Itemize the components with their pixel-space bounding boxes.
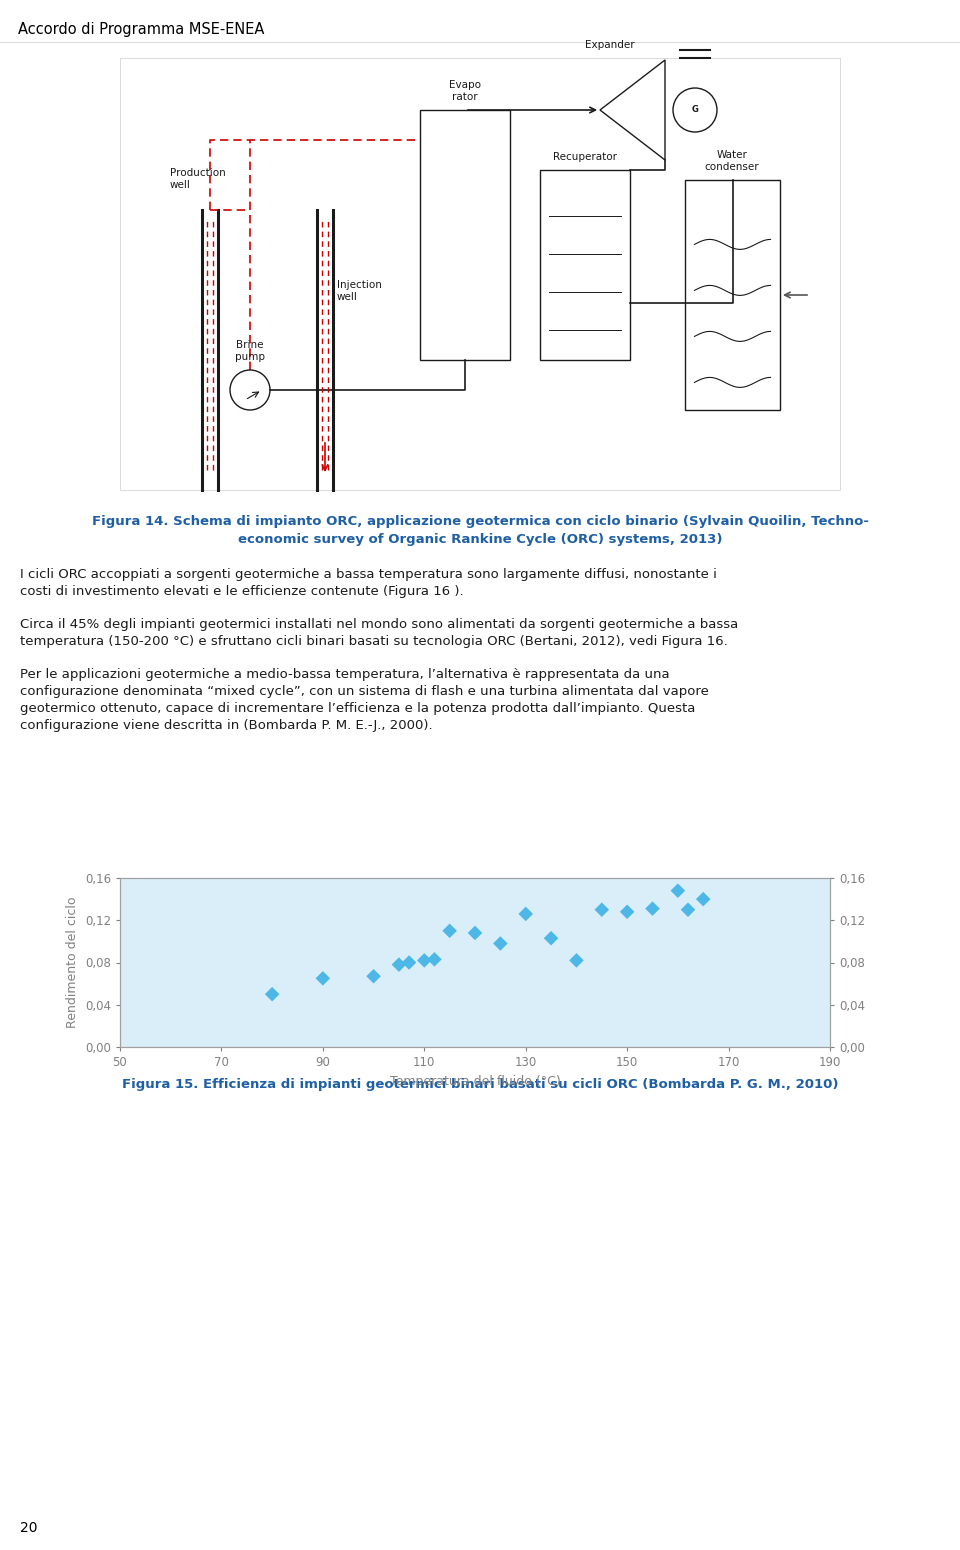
Text: Water
condenser: Water condenser — [705, 150, 759, 172]
Text: Injection
well: Injection well — [337, 281, 382, 302]
Point — [401, 950, 417, 975]
Bar — [685, 180, 780, 411]
Point — [366, 964, 381, 989]
Point — [645, 896, 660, 921]
Bar — [120, 57, 840, 490]
Point — [681, 897, 696, 922]
Point — [468, 921, 483, 946]
Point — [264, 981, 279, 1006]
Point — [543, 925, 559, 950]
Text: Figura 14. Schema di impianto ORC, applicazione geotermica con ciclo binario (Sy: Figura 14. Schema di impianto ORC, appli… — [91, 515, 869, 529]
Y-axis label: Rendimento del ciclo: Rendimento del ciclo — [66, 897, 80, 1028]
Point — [594, 897, 610, 922]
Text: Production
well: Production well — [170, 169, 226, 191]
Point — [670, 879, 685, 904]
Text: Circa il 45% degli impianti geotermici installati nel mondo sono alimentati da s: Circa il 45% degli impianti geotermici i… — [20, 618, 738, 631]
Point — [518, 902, 534, 927]
Text: I cicli ORC accoppiati a sorgenti geotermiche a bassa temperatura sono largament: I cicli ORC accoppiati a sorgenti geoter… — [20, 567, 717, 581]
Text: geotermico ottenuto, capace di incrementare l’efficienza e la potenza prodotta d: geotermico ottenuto, capace di increment… — [20, 702, 695, 715]
Text: economic survey of Organic Rankine Cycle (ORC) systems, 2013): economic survey of Organic Rankine Cycle… — [238, 533, 722, 546]
Point — [442, 919, 457, 944]
Point — [619, 899, 635, 924]
X-axis label: Temperatura del fluido (°C): Temperatura del fluido (°C) — [390, 1074, 561, 1088]
Text: 20: 20 — [20, 1521, 37, 1534]
Text: configurazione viene descritta in (Bombarda P. M. E.-J., 2000).: configurazione viene descritta in (Bomba… — [20, 719, 433, 732]
Point — [417, 949, 432, 973]
Bar — [420, 110, 510, 360]
Text: Recuperator: Recuperator — [553, 152, 617, 163]
Text: Brine
pump: Brine pump — [235, 341, 265, 363]
Bar — [540, 170, 630, 360]
Text: Figura 15. Efficienza di impianti geotermici binari basati su cicli ORC (Bombard: Figura 15. Efficienza di impianti geoter… — [122, 1077, 838, 1091]
Point — [492, 932, 508, 956]
Text: costi di investimento elevati e le efficienze contenute (Figura 16 ).: costi di investimento elevati e le effic… — [20, 584, 464, 598]
Point — [392, 952, 407, 976]
Text: G: G — [691, 105, 699, 115]
Text: Accordo di Programma MSE-ENEA: Accordo di Programma MSE-ENEA — [18, 22, 264, 37]
Point — [315, 966, 330, 990]
Text: Per le applicazioni geotermiche a medio-bassa temperatura, l’alternativa è rappr: Per le applicazioni geotermiche a medio-… — [20, 668, 670, 680]
Text: configurazione denominata “mixed cycle”, con un sistema di flash e una turbina a: configurazione denominata “mixed cycle”,… — [20, 685, 708, 698]
Text: temperatura (150-200 °C) e sfruttano cicli binari basati su tecnologia ORC (Bert: temperatura (150-200 °C) e sfruttano cic… — [20, 636, 728, 648]
Text: Evapo
rator: Evapo rator — [449, 81, 481, 102]
Text: Expander: Expander — [586, 40, 635, 50]
Point — [427, 947, 443, 972]
Point — [696, 887, 711, 911]
Point — [568, 949, 584, 973]
